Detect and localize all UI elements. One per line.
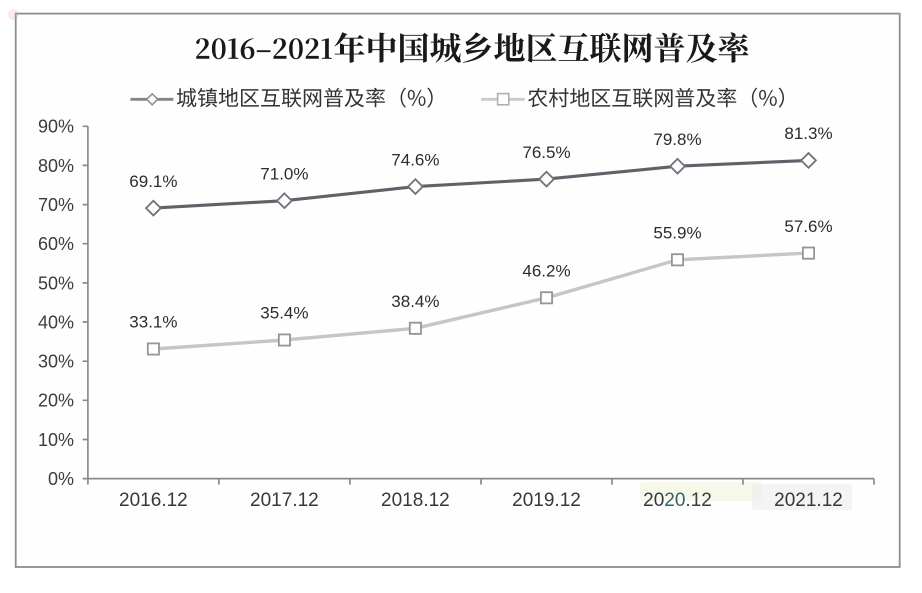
svg-text:2016.12: 2016.12 <box>119 490 188 511</box>
svg-text:35.4%: 35.4% <box>260 304 308 323</box>
svg-text:2019.12: 2019.12 <box>512 490 581 511</box>
svg-text:76.5%: 76.5% <box>522 143 570 162</box>
svg-text:71.0%: 71.0% <box>260 164 308 183</box>
svg-text:40%: 40% <box>38 312 74 332</box>
svg-text:38.4%: 38.4% <box>391 292 439 311</box>
svg-text:2017.12: 2017.12 <box>250 490 319 511</box>
svg-text:80%: 80% <box>38 156 74 176</box>
svg-text:0%: 0% <box>48 469 74 489</box>
svg-text:20%: 20% <box>38 391 74 411</box>
svg-text:2020.12: 2020.12 <box>643 490 712 511</box>
svg-text:46.2%: 46.2% <box>522 262 570 281</box>
svg-text:2021.12: 2021.12 <box>774 490 843 511</box>
svg-text:74.6%: 74.6% <box>391 150 439 169</box>
svg-text:81.3%: 81.3% <box>784 124 832 143</box>
svg-text:79.8%: 79.8% <box>653 130 701 149</box>
svg-text:70%: 70% <box>38 195 74 215</box>
svg-text:2018.12: 2018.12 <box>381 490 450 511</box>
svg-text:10%: 10% <box>38 430 74 450</box>
svg-text:57.6%: 57.6% <box>784 217 832 236</box>
svg-text:69.1%: 69.1% <box>129 172 177 191</box>
svg-text:55.9%: 55.9% <box>653 224 701 243</box>
svg-text:33.1%: 33.1% <box>129 313 177 332</box>
svg-text:90%: 90% <box>38 117 74 137</box>
svg-text:60%: 60% <box>38 234 74 254</box>
svg-text:30%: 30% <box>38 352 74 372</box>
svg-text:50%: 50% <box>38 273 74 293</box>
